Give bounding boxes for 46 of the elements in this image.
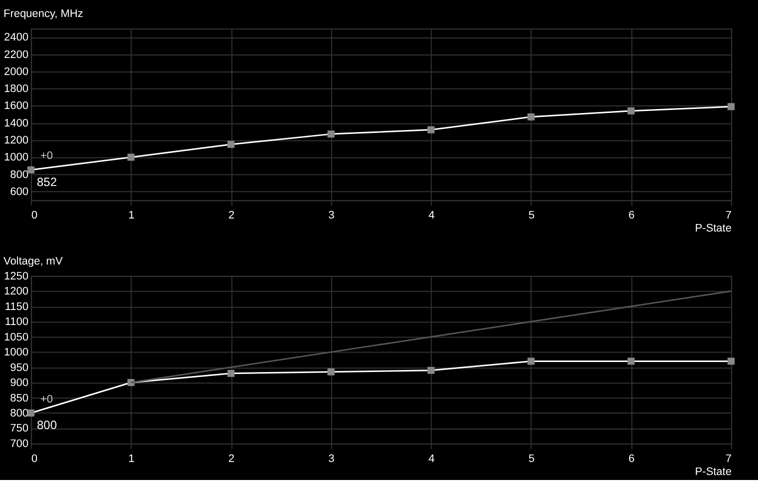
- y-tick-label: 750: [10, 422, 28, 435]
- y-tick-label: 1800: [4, 83, 28, 96]
- y-tick-label: 850: [10, 392, 28, 404]
- y-tick-label: 2400: [4, 32, 28, 44]
- y-tick-label: 600: [10, 186, 28, 198]
- x-tick-label: 0: [31, 210, 38, 222]
- y-tick-label: 900: [10, 377, 28, 390]
- y-tick-label: 2200: [4, 48, 28, 61]
- y-tick-label: 1150: [4, 300, 28, 313]
- x-axis-title: P-State: [694, 466, 732, 478]
- y-tick-label: 800: [10, 407, 28, 420]
- x-tick-label: 5: [528, 452, 535, 465]
- x-axis-title: P-State: [694, 222, 732, 235]
- annotation: +0: [40, 150, 53, 162]
- x-tick-label: 4: [428, 210, 435, 222]
- y-tick-label: 1000: [4, 152, 28, 164]
- y-tick-label: 950: [10, 362, 28, 374]
- x-tick-label: 2: [228, 452, 235, 465]
- x-tick-label: 6: [628, 210, 635, 222]
- y-axis-title: Voltage, mV: [3, 255, 64, 268]
- y-axis-title: Frequency, MHz: [3, 8, 84, 20]
- y-tick-label: 700: [10, 438, 28, 450]
- x-tick-label: 2: [228, 210, 235, 222]
- x-tick-label: 1: [128, 210, 134, 222]
- x-tick-label: 4: [428, 452, 435, 465]
- data-label: 800: [36, 418, 58, 432]
- y-tick-label: 1200: [4, 286, 28, 298]
- x-tick-label: 6: [628, 452, 635, 465]
- y-tick-label: 1400: [4, 117, 28, 130]
- x-tick-label: 0: [31, 452, 38, 465]
- y-tick-label: 1100: [4, 316, 28, 328]
- x-tick-label: 7: [725, 210, 732, 222]
- y-tick-label: 800: [10, 168, 28, 181]
- y-tick-label: 1200: [4, 134, 28, 147]
- x-tick-label: 5: [528, 210, 535, 222]
- x-tick-label: 7: [725, 452, 732, 465]
- x-tick-label: 3: [328, 210, 335, 222]
- y-tick-label: 1000: [4, 346, 28, 359]
- y-tick-label: 2000: [4, 66, 28, 78]
- y-tick-label: 1050: [4, 331, 28, 344]
- x-tick-label: 3: [328, 452, 335, 465]
- y-tick-label: 1250: [4, 270, 28, 282]
- y-tick-label: 1600: [4, 100, 28, 112]
- annotation: +0: [40, 394, 53, 406]
- data-label: 852: [36, 174, 58, 189]
- x-tick-label: 1: [128, 452, 134, 465]
